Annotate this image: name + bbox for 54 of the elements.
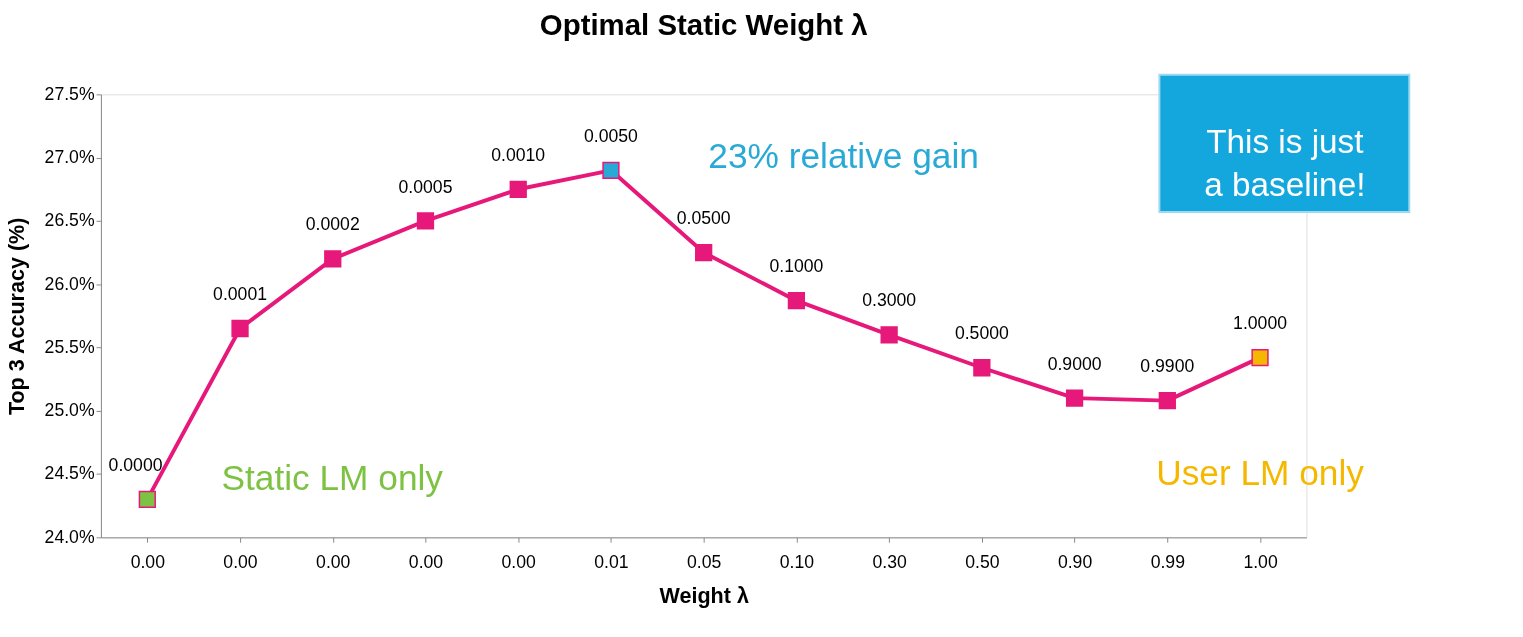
y-tick-label: 26.0% <box>44 273 95 294</box>
point <box>973 359 991 377</box>
x-tick-label: 0.05 <box>687 552 722 573</box>
y-tick-label: 24.5% <box>44 463 95 484</box>
x-tick-label: 0.30 <box>872 552 907 573</box>
point <box>602 161 620 179</box>
point <box>1065 389 1084 407</box>
annotation: 0.0050 <box>583 125 639 146</box>
point <box>1251 348 1269 367</box>
annotation: 0.9000 <box>1047 353 1102 374</box>
annotation: 0.9900 <box>1140 356 1195 377</box>
x-axis-title: Weight λ <box>659 582 749 608</box>
x-tick-label: 0.00 <box>223 552 258 573</box>
chart-title: Optimal Static Weight λ <box>539 7 868 41</box>
annotation: 0.0500 <box>676 208 731 229</box>
y-tick-label: 24.0% <box>44 526 95 547</box>
annotation: User LM only <box>1156 452 1365 492</box>
y-tick-label: 25.5% <box>44 336 95 357</box>
annotation: 0.3000 <box>862 290 917 311</box>
x-tick-label: 1.00 <box>1243 552 1278 573</box>
point <box>880 326 898 344</box>
y-axis-title: Top 3 Accuracy (%) <box>3 217 29 416</box>
annotation: 1.0000 <box>1233 313 1288 334</box>
annotation: 0.5000 <box>954 323 1010 344</box>
point <box>324 250 342 268</box>
annotation: 23% relative gain <box>708 136 979 176</box>
point <box>787 292 806 310</box>
y-tick-label: 27.0% <box>44 147 95 168</box>
x-tick-label: 0.50 <box>965 552 1000 573</box>
x-tick-label: 0.01 <box>594 552 629 573</box>
y-tick-label: 26.5% <box>44 210 95 231</box>
x-tick-label: 0.00 <box>130 552 166 573</box>
annotation: Static LM only <box>221 457 444 497</box>
annotation: 0.0005 <box>398 176 453 197</box>
x-tick-label: 0.00 <box>316 552 351 573</box>
point <box>509 180 527 198</box>
x-tick-label: 0.00 <box>501 552 537 573</box>
x-tick-label: 0.99 <box>1150 552 1185 573</box>
point <box>416 212 435 230</box>
x-tick-label: 0.90 <box>1057 552 1093 573</box>
y-tick-label: 25.0% <box>44 400 95 421</box>
annotation: This is just a baseline! <box>1204 123 1366 204</box>
point <box>138 490 156 509</box>
y-tick-label: 27.5% <box>44 83 95 104</box>
annotation: 0.0000 <box>108 454 163 475</box>
annotation: 0.0010 <box>491 144 546 165</box>
x-tick-label: 0.00 <box>408 552 444 573</box>
point <box>1158 392 1176 410</box>
annotation: 0.1000 <box>769 256 824 277</box>
point <box>231 319 249 338</box>
point <box>695 243 713 262</box>
annotation: 0.0002 <box>305 214 360 235</box>
x-tick-label: 0.10 <box>779 552 815 573</box>
annotation: 0.0001 <box>213 284 267 305</box>
